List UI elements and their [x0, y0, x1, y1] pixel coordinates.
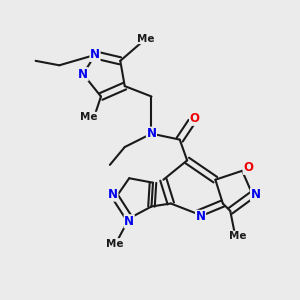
Text: Me: Me: [80, 112, 98, 122]
Text: N: N: [124, 215, 134, 228]
Text: N: N: [78, 68, 88, 81]
Text: N: N: [90, 48, 100, 62]
Text: N: N: [196, 210, 206, 224]
Text: N: N: [108, 188, 118, 201]
Text: O: O: [243, 161, 253, 174]
Text: Me: Me: [229, 231, 246, 241]
Text: Me: Me: [106, 238, 123, 249]
Text: O: O: [190, 112, 200, 125]
Text: Me: Me: [137, 34, 154, 44]
Text: N: N: [146, 127, 157, 140]
Text: N: N: [250, 188, 260, 201]
